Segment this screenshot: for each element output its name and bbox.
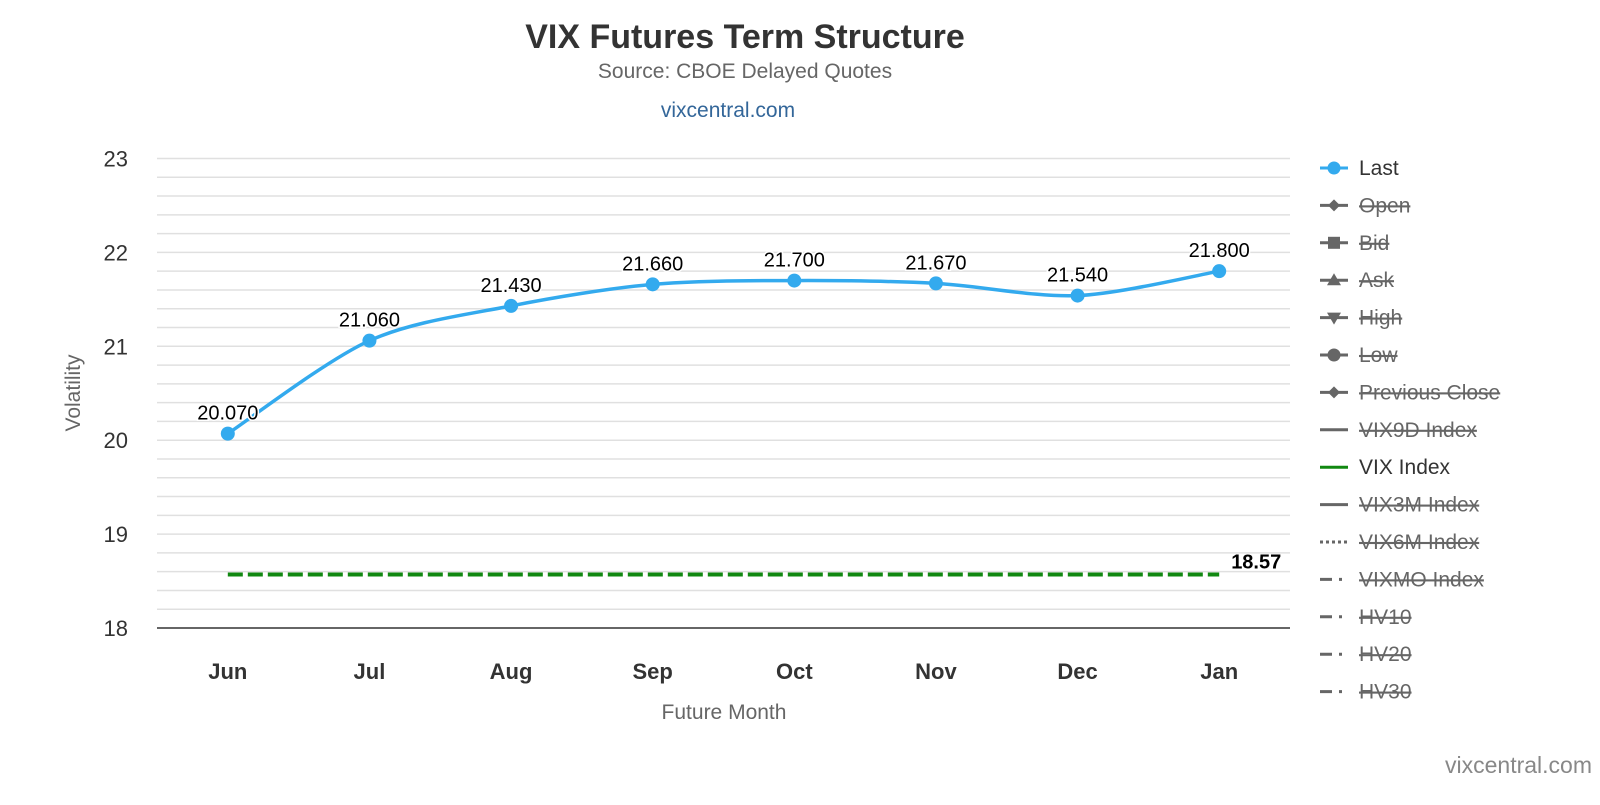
chart-credit[interactable]: vixcentral.com bbox=[1445, 752, 1592, 778]
series-line-last bbox=[226, 269, 1220, 436]
legend-item[interactable]: HV10 bbox=[1320, 606, 1412, 629]
x-tick-label: Jun bbox=[208, 659, 247, 684]
legend-label: VIX9D Index bbox=[1359, 419, 1477, 442]
legend-item[interactable]: VIXMO Index bbox=[1320, 568, 1484, 591]
data-point[interactable] bbox=[645, 277, 660, 292]
data-label: 20.070 bbox=[197, 403, 258, 425]
legend: Last Open Bid Ask High Low Previous Close VIX9D… bbox=[1320, 157, 1500, 704]
data-label: 21.800 bbox=[1189, 240, 1250, 262]
legend-item[interactable]: VIX3M Index bbox=[1320, 494, 1480, 517]
x-axis: Jun Jul Aug Sep Oct Nov Dec Jan bbox=[208, 659, 1238, 684]
y-axis-label: Volatility bbox=[62, 354, 85, 432]
legend-label: HV30 bbox=[1359, 681, 1412, 704]
data-point[interactable] bbox=[362, 333, 377, 348]
legend-label: Last bbox=[1359, 157, 1399, 180]
square-marker-icon bbox=[1328, 236, 1340, 249]
x-tick-label: Aug bbox=[490, 659, 533, 684]
vix-index-line: 18.57 bbox=[227, 551, 1281, 577]
legend-item[interactable]: Previous Close bbox=[1320, 381, 1500, 404]
legend-item[interactable]: Last bbox=[1320, 157, 1399, 180]
circle-marker-icon bbox=[1327, 348, 1341, 362]
data-point[interactable] bbox=[220, 426, 235, 441]
legend-label: HV10 bbox=[1359, 606, 1412, 629]
source-link[interactable]: vixcentral.com bbox=[661, 99, 795, 122]
legend-item[interactable]: VIX Index bbox=[1320, 456, 1451, 479]
chart-title: VIX Futures Term Structure bbox=[525, 18, 965, 56]
y-tick-label: 22 bbox=[104, 240, 128, 265]
vix-index-value-label: 18.57 bbox=[1231, 551, 1281, 573]
legend-label: VIXMO Index bbox=[1359, 568, 1484, 591]
x-tick-label: Sep bbox=[633, 659, 673, 684]
legend-label: VIX6M Index bbox=[1359, 531, 1480, 554]
chart-subtitle: Source: CBOE Delayed Quotes bbox=[598, 60, 892, 83]
circle-marker-icon bbox=[1327, 161, 1341, 175]
x-tick-label: Jul bbox=[354, 659, 386, 684]
legend-label: High bbox=[1359, 307, 1402, 330]
legend-label: VIX3M Index bbox=[1359, 494, 1480, 517]
series-last: 20.070 21.060 21.430 21.660 21.700 21.670 21.5… bbox=[196, 239, 1251, 441]
x-tick-label: Oct bbox=[776, 659, 813, 684]
legend-label: Previous Close bbox=[1359, 381, 1500, 404]
data-point[interactable] bbox=[1070, 288, 1085, 303]
triangle-down-marker-icon bbox=[1327, 312, 1341, 325]
x-tick-label: Nov bbox=[915, 659, 957, 684]
data-point[interactable] bbox=[1212, 264, 1227, 279]
legend-item[interactable]: Open bbox=[1320, 194, 1410, 217]
y-tick-label: 18 bbox=[104, 616, 128, 641]
legend-label: Ask bbox=[1359, 269, 1395, 292]
legend-item[interactable]: Low bbox=[1320, 344, 1398, 367]
data-label: 21.060 bbox=[339, 310, 400, 332]
diamond-marker-icon bbox=[1328, 386, 1340, 399]
legend-item[interactable]: VIX6M Index bbox=[1320, 531, 1480, 554]
legend-item[interactable]: High bbox=[1320, 307, 1402, 330]
data-point[interactable] bbox=[787, 273, 802, 288]
y-tick-label: 20 bbox=[104, 428, 128, 453]
data-label: 21.540 bbox=[1047, 265, 1108, 287]
legend-label: Low bbox=[1359, 344, 1398, 367]
legend-label: VIX Index bbox=[1359, 456, 1451, 479]
legend-label: Bid bbox=[1359, 232, 1389, 255]
legend-label: Open bbox=[1359, 194, 1410, 217]
y-tick-label: 21 bbox=[104, 334, 128, 359]
data-label: 21.700 bbox=[764, 250, 825, 272]
x-tick-label: Jan bbox=[1200, 659, 1238, 684]
data-point[interactable] bbox=[504, 298, 519, 313]
y-tick-label: 19 bbox=[104, 522, 128, 547]
grid-lines bbox=[157, 157, 1290, 629]
legend-item[interactable]: Ask bbox=[1320, 269, 1395, 292]
legend-label: HV20 bbox=[1359, 643, 1412, 666]
legend-item[interactable]: HV30 bbox=[1320, 681, 1412, 704]
data-label: 21.670 bbox=[905, 252, 966, 274]
legend-item[interactable]: VIX9D Index bbox=[1320, 419, 1477, 442]
y-axis: 18 19 20 21 22 23 bbox=[104, 147, 128, 642]
data-label: 21.660 bbox=[622, 253, 683, 275]
data-label: 21.430 bbox=[480, 275, 541, 297]
data-point[interactable] bbox=[928, 276, 943, 291]
y-tick-label: 23 bbox=[104, 147, 128, 172]
triangle-marker-icon bbox=[1327, 273, 1341, 286]
legend-item[interactable]: Bid bbox=[1320, 232, 1389, 255]
legend-item[interactable]: HV20 bbox=[1320, 643, 1412, 666]
x-axis-label: Future Month bbox=[662, 701, 787, 724]
x-tick-label: Dec bbox=[1057, 659, 1097, 684]
diamond-marker-icon bbox=[1328, 199, 1340, 212]
